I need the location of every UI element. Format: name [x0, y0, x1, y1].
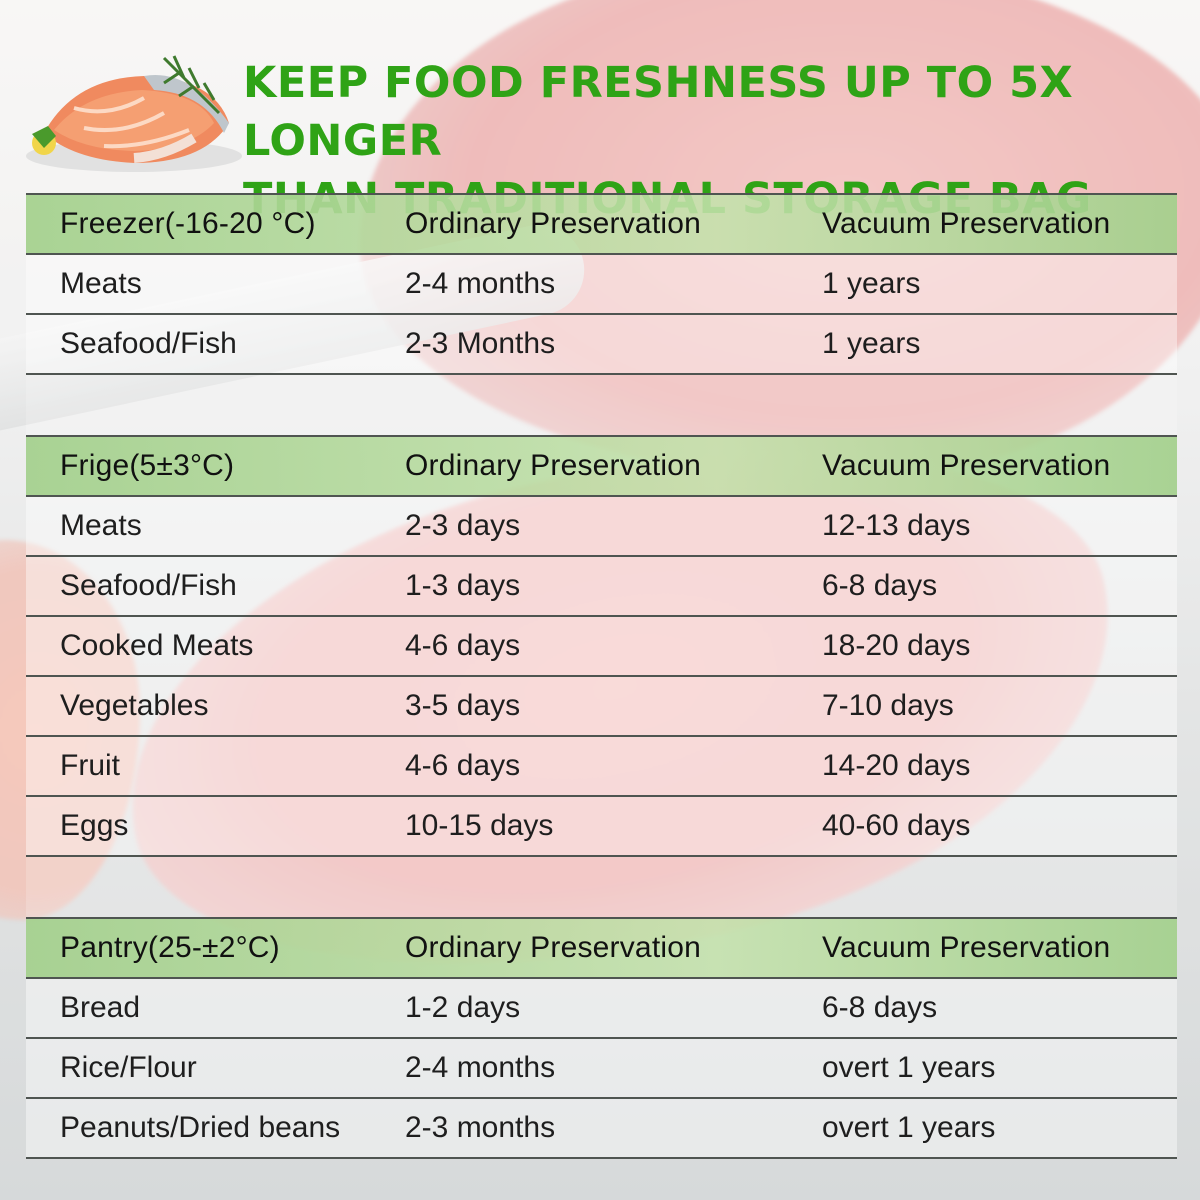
header-cell: Vacuum Preservation [822, 449, 1111, 482]
food-cell: Fruit [60, 749, 120, 782]
food-cell: Seafood/Fish [60, 569, 237, 602]
vacuum-cell: 18-20 days [822, 629, 971, 662]
ordinary-cell: 3-5 days [405, 689, 521, 722]
food-cell: Vegetables [60, 689, 209, 722]
header: KEEP FOOD FRESHNESS UP TO 5X LONGER THAN… [0, 0, 1200, 224]
ordinary-cell: 2-3 days [405, 509, 521, 542]
ordinary-cell: 2-3 months [405, 1111, 556, 1144]
table-row: Rice/Flour 2-4 months overt 1 years [26, 1039, 1177, 1099]
ordinary-cell: 4-6 days [405, 629, 521, 662]
header-cell: Ordinary Preservation [405, 449, 701, 482]
food-cell: Cooked Meats [60, 629, 254, 662]
table-row: Meats 2-3 days 12-13 days [26, 497, 1177, 557]
vacuum-cell: 1 years [822, 267, 921, 300]
vacuum-cell: overt 1 years [822, 1111, 996, 1144]
table-row: Meats 2-4 months 1 years [26, 255, 1177, 315]
food-cell: Bread [60, 991, 141, 1024]
vacuum-cell: 14-20 days [822, 749, 971, 782]
vacuum-cell: 6-8 days [822, 569, 938, 602]
ordinary-cell: 2-4 months [405, 267, 556, 300]
header-cell: Vacuum Preservation [822, 207, 1111, 240]
header-cell: Freezer(-16-20 °C) [60, 207, 316, 240]
table-row: Seafood/Fish 2-3 Months 1 years [26, 315, 1177, 375]
table-row: Bread 1-2 days 6-8 days [26, 979, 1177, 1039]
vacuum-cell: overt 1 years [822, 1051, 996, 1084]
food-cell: Rice/Flour [60, 1051, 197, 1084]
section-spacer [26, 375, 1177, 437]
ordinary-cell: 2-3 Months [405, 327, 556, 360]
vacuum-cell: 7-10 days [822, 689, 954, 722]
ordinary-cell: 4-6 days [405, 749, 521, 782]
ordinary-cell: 2-4 months [405, 1051, 556, 1084]
salmon-steak-icon [26, 55, 242, 172]
header-cell: Vacuum Preservation [822, 931, 1111, 964]
preservation-table: Freezer(-16-20 °C) Ordinary Preservation… [26, 193, 1177, 1159]
section-header-frige: Frige(5±3°C) Ordinary Preservation Vacuu… [26, 437, 1177, 497]
vacuum-cell: 1 years [822, 327, 921, 360]
table-row: Peanuts/Dried beans 2-3 months overt 1 y… [26, 1099, 1177, 1159]
food-cell: Eggs [60, 809, 129, 842]
header-cell: Ordinary Preservation [405, 207, 701, 240]
header-cell: Frige(5±3°C) [60, 449, 235, 482]
section-header-freezer: Freezer(-16-20 °C) Ordinary Preservation… [26, 195, 1177, 255]
vacuum-cell: 6-8 days [822, 991, 938, 1024]
table-row: Eggs 10-15 days 40-60 days [26, 797, 1177, 857]
table-row: Vegetables 3-5 days 7-10 days [26, 677, 1177, 737]
table-row: Fruit 4-6 days 14-20 days [26, 737, 1177, 797]
vacuum-cell: 40-60 days [822, 809, 971, 842]
food-cell: Peanuts/Dried beans [60, 1111, 341, 1144]
section-header-pantry: Pantry(25-±2°C) Ordinary Preservation Va… [26, 919, 1177, 979]
food-cell: Meats [60, 267, 142, 300]
header-cell: Ordinary Preservation [405, 931, 701, 964]
ordinary-cell: 10-15 days [405, 809, 554, 842]
ordinary-cell: 1-3 days [405, 569, 521, 602]
section-spacer [26, 857, 1177, 919]
food-cell: Seafood/Fish [60, 327, 237, 360]
food-cell: Meats [60, 509, 142, 542]
header-cell: Pantry(25-±2°C) [60, 931, 280, 964]
ordinary-cell: 1-2 days [405, 991, 521, 1024]
headline-line-1: KEEP FOOD FRESHNESS UP TO 5X LONGER [243, 58, 1074, 166]
table-row: Seafood/Fish 1-3 days 6-8 days [26, 557, 1177, 617]
vacuum-cell: 12-13 days [822, 509, 971, 542]
table-row: Cooked Meats 4-6 days 18-20 days [26, 617, 1177, 677]
